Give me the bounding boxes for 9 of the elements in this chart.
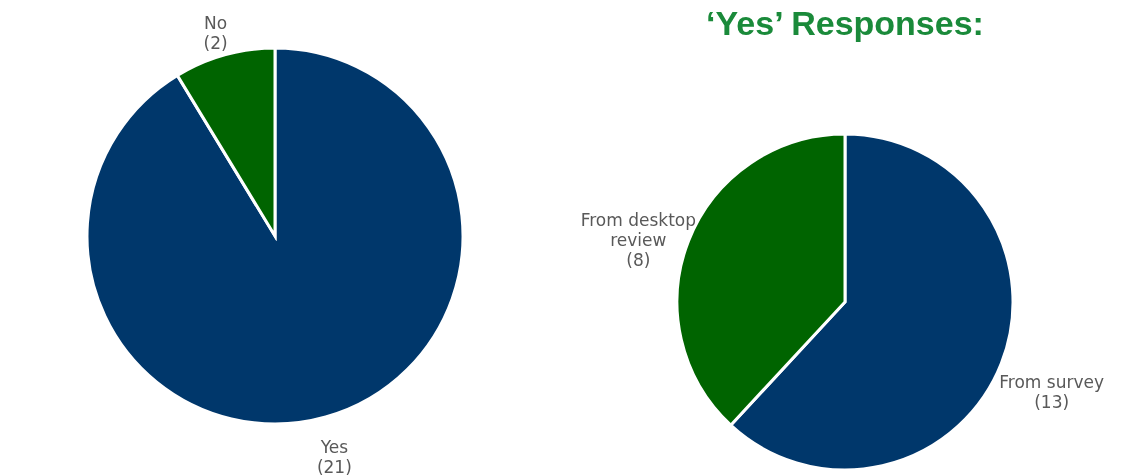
slice-label: Yes <box>319 436 349 457</box>
chart-title: ‘Yes’ Responses: <box>706 4 984 42</box>
data-label: (13) <box>1034 392 1070 413</box>
data-label: (21) <box>316 456 352 475</box>
data-label: (8) <box>626 249 651 270</box>
data-label: (2) <box>203 33 228 54</box>
slice-label: No <box>204 13 228 34</box>
slice-label: From desktop review <box>580 209 697 250</box>
slice-label: From survey <box>999 372 1105 393</box>
